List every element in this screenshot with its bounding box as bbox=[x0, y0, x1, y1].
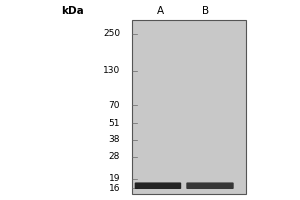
Bar bbox=[132, 20, 246, 194]
Text: 16: 16 bbox=[109, 184, 120, 193]
Text: 130: 130 bbox=[103, 66, 120, 75]
Text: 51: 51 bbox=[109, 119, 120, 128]
Text: B: B bbox=[202, 6, 209, 16]
Text: 28: 28 bbox=[109, 152, 120, 161]
Text: 38: 38 bbox=[109, 135, 120, 144]
Text: 250: 250 bbox=[103, 29, 120, 38]
Text: A: A bbox=[157, 6, 164, 16]
FancyBboxPatch shape bbox=[186, 182, 234, 189]
Text: 70: 70 bbox=[109, 101, 120, 110]
Text: 19: 19 bbox=[109, 174, 120, 183]
Text: kDa: kDa bbox=[61, 6, 84, 16]
FancyBboxPatch shape bbox=[135, 182, 181, 189]
